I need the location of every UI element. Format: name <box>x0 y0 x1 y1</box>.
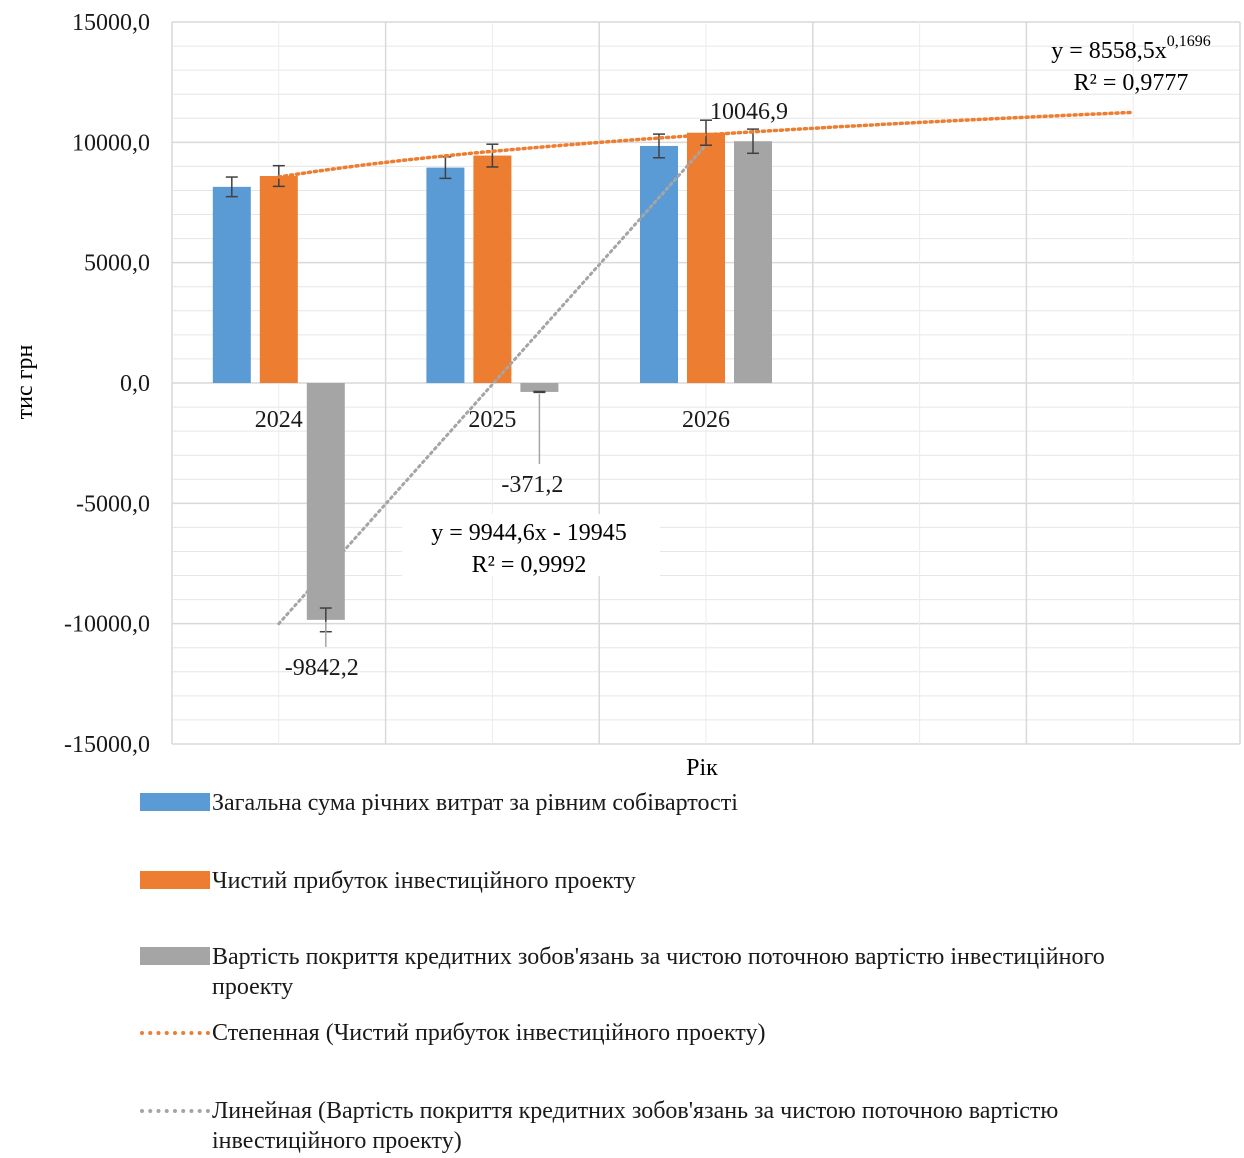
bar <box>640 145 678 383</box>
legend-item-linear-trend: Линейная (Вартість покриття кредитних зо… <box>140 1096 1172 1156</box>
bar <box>306 383 345 620</box>
power-trendline <box>277 110 1135 179</box>
legend-item-power-trend: Степенная (Чистий прибуток інвестиційног… <box>140 1018 1172 1048</box>
power-trend-equation-text: y = 8558,5x <box>1051 38 1167 64</box>
data-label: 10046,9 <box>710 99 788 125</box>
linear-trendline <box>277 143 708 626</box>
bar <box>734 141 772 383</box>
x-category-label: 2026 <box>682 407 730 433</box>
legend-label: Степенная (Чистий прибуток інвестиційног… <box>212 1020 766 1046</box>
x-category-label: 2025 <box>468 407 516 433</box>
linear-trend-equation: y = 9944,6x - 19945 R² = 0,9992 <box>402 514 660 578</box>
bar <box>259 176 298 383</box>
legend-label: Линейная (Вартість покриття кредитних зо… <box>212 1098 1059 1154</box>
y-tick-label: 10000,0 <box>72 130 150 156</box>
legend-item-credit: Вартість покриття кредитних зобов'язань … <box>140 942 1172 1002</box>
data-labels: -9842,2 -371,2 10046,9 <box>285 99 788 681</box>
legend-swatch-gray <box>140 947 210 965</box>
bar <box>473 155 512 383</box>
legend-dotted-line-gray <box>140 1109 210 1113</box>
y-axis-title: тис грн <box>12 345 38 420</box>
y-tick-label: 5000,0 <box>84 251 150 277</box>
power-trend-equation: y = 8558,5x0,1696 R² = 0,9777 <box>1051 33 1211 96</box>
legend-label: Чистий прибуток інвестиційного проекту <box>212 868 636 894</box>
svg-text:y = 8558,5x0,1696: y = 8558,5x0,1696 <box>1051 33 1211 64</box>
legend-label: Вартість покриття кредитних зобов'язань … <box>212 944 1105 1000</box>
legend-dotted-line-orange <box>140 1031 210 1035</box>
x-category-label: 2024 <box>255 407 303 433</box>
legend-label: Загальна сума річних витрат за рівним со… <box>212 790 738 816</box>
y-tick-label: -15000,0 <box>64 732 150 758</box>
data-label: -371,2 <box>501 472 563 498</box>
bar <box>426 167 465 383</box>
legend-item-costs: Загальна сума річних витрат за рівним со… <box>140 788 1172 818</box>
x-axis-categories: 2024 2025 2026 <box>255 407 730 433</box>
bar <box>687 132 725 383</box>
legend-swatch-orange <box>140 871 210 889</box>
bars <box>212 132 772 620</box>
y-tick-label: 0,0 <box>120 371 150 397</box>
bar <box>520 383 559 392</box>
y-tick-label: -10000,0 <box>64 612 150 638</box>
trendlines <box>277 110 1135 626</box>
linear-trend-r2: R² = 0,9992 <box>472 552 587 578</box>
data-label: -9842,2 <box>285 655 359 681</box>
linear-trend-equation-text: y = 9944,6x - 19945 <box>431 520 627 546</box>
chart: 15000,0 10000,0 5000,0 0,0 -5000,0 -10000,0 -1… <box>12 10 1241 780</box>
y-tick-label: -5000,0 <box>76 491 150 517</box>
legend-item-profit: Чистий прибуток інвестиційного проекту <box>140 866 1172 896</box>
y-axis-ticks: 15000,0 10000,0 5000,0 0,0 -5000,0 -10000,0 -1… <box>64 10 150 758</box>
x-axis-title: Рік <box>686 755 718 780</box>
power-trend-exponent: 0,1696 <box>1167 33 1211 50</box>
legend-swatch-blue <box>140 793 210 811</box>
power-trend-r2: R² = 0,9777 <box>1074 70 1189 96</box>
bar <box>212 186 251 383</box>
y-tick-label: 15000,0 <box>72 10 150 36</box>
